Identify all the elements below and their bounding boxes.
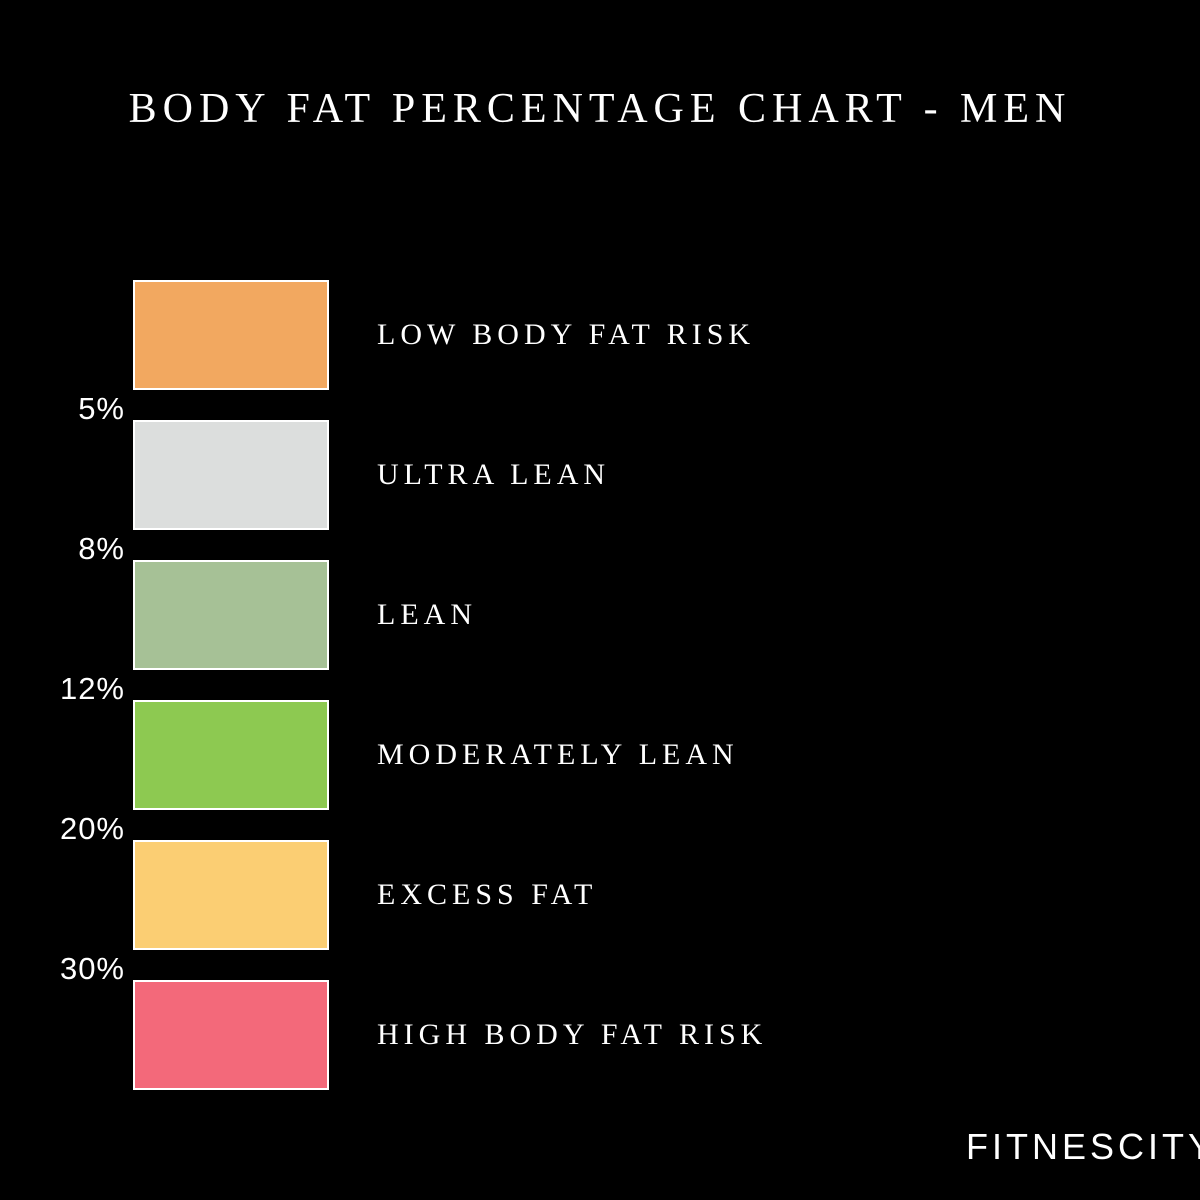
chart-title: BODY FAT PERCENTAGE CHART - MEN xyxy=(0,85,1200,133)
threshold-col: 20% xyxy=(40,685,125,825)
category-label: LOW BODY FAT RISK xyxy=(377,318,755,352)
threshold-col: 12% xyxy=(40,545,125,685)
category-label: HIGH BODY FAT RISK xyxy=(377,1018,767,1052)
category-label: MODERATELY LEAN xyxy=(377,738,739,772)
body-fat-chart: 5% LOW BODY FAT RISK 8% ULTRA LEAN 12% L… xyxy=(40,265,1140,1105)
color-swatch xyxy=(133,840,329,950)
color-swatch xyxy=(133,700,329,810)
category-row: HIGH BODY FAT RISK xyxy=(40,965,1140,1105)
threshold-col: 5% xyxy=(40,265,125,405)
category-label: EXCESS FAT xyxy=(377,878,597,912)
threshold-col xyxy=(40,965,125,1105)
threshold-col: 8% xyxy=(40,405,125,545)
category-label: ULTRA LEAN xyxy=(377,458,610,492)
category-row: 20% MODERATELY LEAN xyxy=(40,685,1140,825)
color-swatch xyxy=(133,560,329,670)
category-row: 12% LEAN xyxy=(40,545,1140,685)
category-label: LEAN xyxy=(377,598,477,632)
category-row: 5% LOW BODY FAT RISK xyxy=(40,265,1140,405)
brand-label: FITNESCITY xyxy=(966,1126,1200,1168)
color-swatch xyxy=(133,280,329,390)
category-row: 8% ULTRA LEAN xyxy=(40,405,1140,545)
category-row: 30% EXCESS FAT xyxy=(40,825,1140,965)
color-swatch xyxy=(133,420,329,530)
color-swatch xyxy=(133,980,329,1090)
threshold-col: 30% xyxy=(40,825,125,965)
